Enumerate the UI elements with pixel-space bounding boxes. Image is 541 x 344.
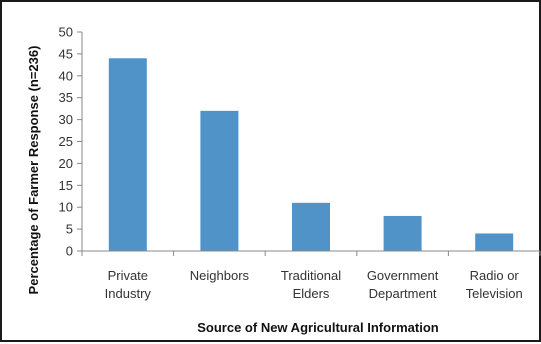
bars-group	[108, 58, 514, 251]
x-category-label: Traditional Elders	[281, 268, 341, 301]
y-tick-label: 10	[59, 200, 73, 215]
y-tick-label: 30	[59, 112, 73, 127]
x-axis-title: Source of New Agricultural Information	[197, 320, 439, 335]
y-tick-label: 35	[59, 90, 73, 105]
y-tick-label: 20	[59, 156, 73, 171]
y-ticks-group: 0 5 10 15 20 25 30 35 40 45 50	[59, 25, 82, 259]
y-axis-title: Percentage of Farmer Response (n=236)	[26, 46, 41, 295]
bar-4	[475, 233, 514, 251]
y-tick-label: 45	[59, 46, 73, 61]
bar-0	[108, 58, 147, 251]
bar-3	[383, 215, 422, 251]
y-tick-label: 50	[59, 25, 73, 40]
x-category-label: Neighbors	[190, 268, 250, 283]
y-tick-label: 40	[59, 68, 73, 83]
x-category-label: Government Department	[367, 268, 439, 301]
bar-1	[200, 110, 239, 251]
x-category-label: Radio or Television	[466, 268, 523, 301]
y-tick-label: 25	[59, 134, 73, 149]
y-tick-label: 15	[59, 178, 73, 193]
x-category-label: Private Industry	[105, 268, 152, 301]
y-tick-label: 0	[66, 244, 73, 259]
x-ticks-group: Private Industry Neighbors Traditional Elder…	[81, 251, 541, 301]
y-tick-label: 5	[66, 222, 73, 237]
bar-2	[292, 202, 330, 251]
